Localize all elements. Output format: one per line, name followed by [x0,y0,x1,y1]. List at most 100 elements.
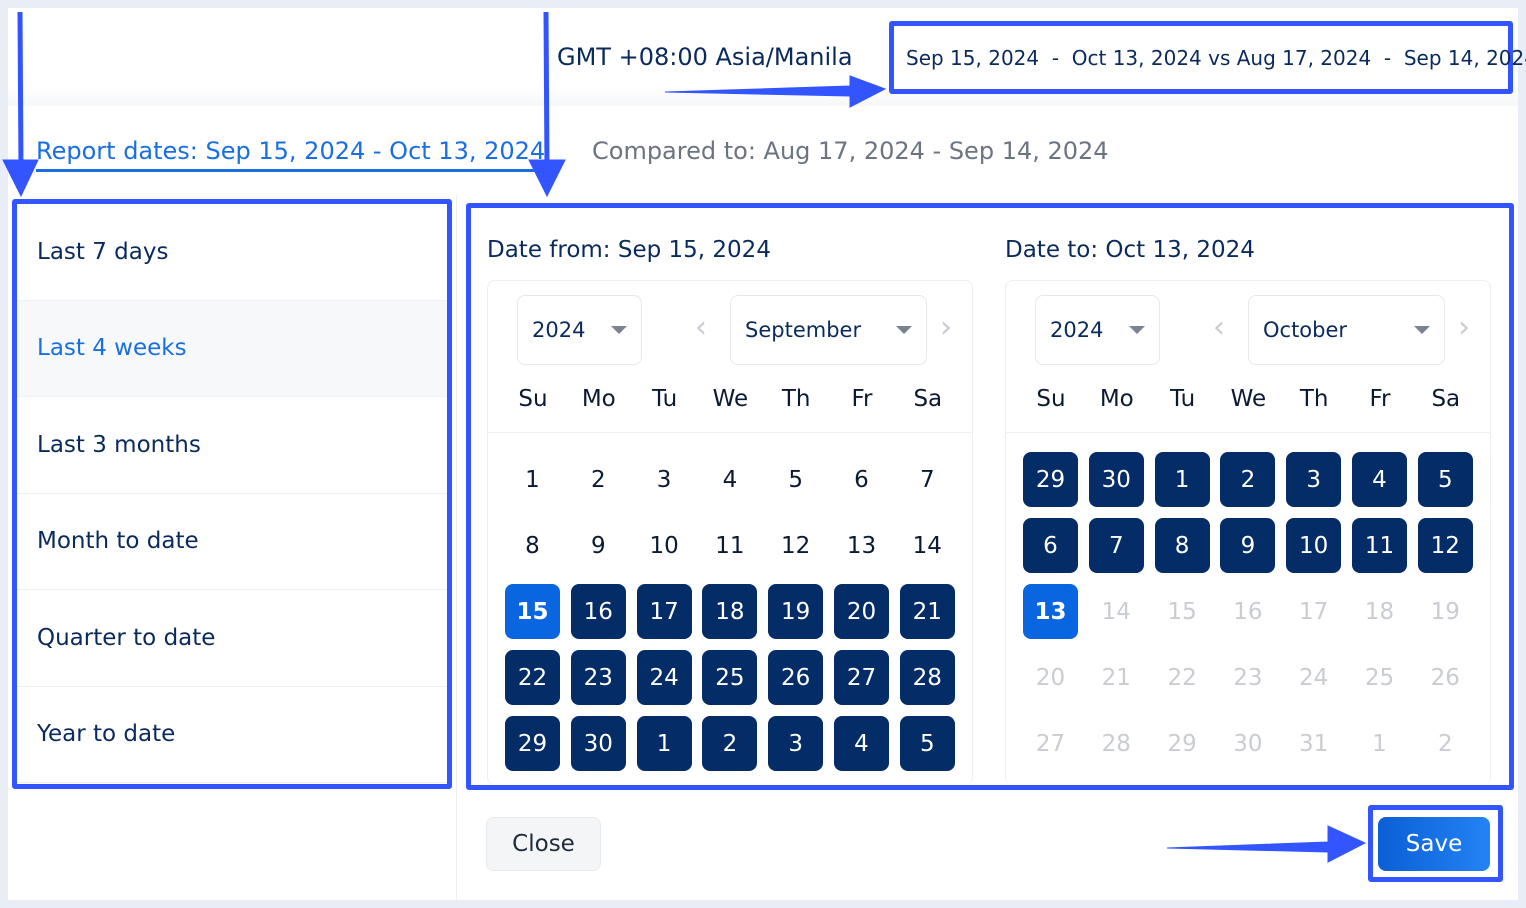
calendar-day[interactable]: 23 [570,650,626,705]
prev-month-icon[interactable]: ‹ [695,310,707,345]
calendar-day[interactable]: 15 [1167,598,1197,625]
calendar-day[interactable]: 20 [1035,664,1066,691]
calendar-day[interactable]: 5 [899,716,955,771]
calendar-day[interactable]: 30 [1233,730,1263,757]
calendar-day[interactable]: 3 [768,716,824,771]
calendar-day[interactable]: 16 [570,584,626,639]
calendar-day[interactable]: 10 [649,532,679,559]
calendar-day[interactable]: 25 [702,650,758,705]
preset-item[interactable]: Month to date [17,494,447,590]
calendar-day[interactable]: 24 [636,650,692,705]
calendar-day[interactable]: 21 [899,584,955,639]
chevron-down-icon [896,326,912,334]
save-button[interactable]: Save [1378,817,1490,871]
calendar-day[interactable]: 4 [722,466,738,493]
calendar-day[interactable]: 13 [846,532,877,559]
calendar-day[interactable]: 29 [1167,730,1197,757]
weekday-label: Th [1299,386,1329,412]
calendar-day[interactable]: 12 [1417,518,1473,573]
calendar-day[interactable]: 5 [788,466,803,493]
calendar-day[interactable]: 1 [1154,452,1210,507]
divider [487,432,973,433]
close-button[interactable]: Close [486,817,601,871]
calendar-day[interactable]: 3 [656,466,672,493]
calendar-day[interactable]: 30 [1088,452,1144,507]
calendar-day[interactable]: 1 [636,716,692,771]
calendar-day[interactable]: 24 [1299,664,1329,691]
calendar-day[interactable]: 17 [636,584,692,639]
calendar-day[interactable]: 2 [1220,452,1276,507]
tab-report-dates[interactable]: Report dates: Sep 15, 2024 - Oct 13, 202… [36,137,546,172]
calendar-day[interactable]: 14 [912,532,942,559]
calendar-day[interactable]: 15 [505,584,560,639]
year-select[interactable]: 2024 [517,295,642,365]
calendar-day[interactable]: 27 [1035,730,1066,757]
calendar-day[interactable]: 28 [1101,730,1131,757]
calendar-day[interactable]: 30 [570,716,626,771]
calendar-day[interactable]: 16 [1233,598,1263,625]
calendar-day[interactable]: 1 [525,466,540,493]
save-highlight [1368,805,1503,882]
prev-month-icon[interactable]: ‹ [1213,310,1225,345]
calendar-day[interactable]: 22 [505,650,560,705]
calendar-card [487,280,973,785]
calendar-day[interactable]: 7 [1088,518,1144,573]
calendar-day[interactable]: 7 [919,466,935,493]
tab-compared-to[interactable]: Compared to: Aug 17, 2024 - Sep 14, 2024 [592,137,1109,165]
calendar-day[interactable]: 31 [1299,730,1329,757]
calendar-day[interactable]: 8 [1154,518,1210,573]
calendar-day[interactable]: 20 [834,584,889,639]
calendar-day[interactable]: 13 [1023,584,1078,639]
calendar-day[interactable]: 19 [1430,598,1460,625]
preset-item[interactable]: Last 4 weeks [17,300,447,397]
month-select[interactable]: October [1248,295,1445,365]
calendar-day[interactable]: 18 [702,584,758,639]
weekday-label: Su [518,386,548,412]
date-range-summary[interactable]: Sep 15, 2024 - Oct 13, 2024 vs Aug 17, 2… [889,21,1526,94]
divider [1005,432,1491,433]
weekday-label: Sa [913,386,943,412]
calendar-day[interactable]: 5 [1417,452,1473,507]
calendar-day[interactable]: 17 [1299,598,1329,625]
next-month-icon[interactable]: › [1458,310,1470,345]
calendar-day[interactable]: 10 [1286,518,1342,573]
next-month-icon[interactable]: › [940,310,952,345]
preset-item[interactable]: Year to date [17,687,447,783]
calendar-day[interactable]: 27 [834,650,889,705]
month-select[interactable]: September [730,295,927,365]
calendar-day[interactable]: 19 [768,584,824,639]
preset-item[interactable]: Last 7 days [17,204,447,301]
year-select[interactable]: 2024 [1035,295,1160,365]
calendar-day[interactable]: 3 [1286,452,1342,507]
calendar-day[interactable]: 28 [899,650,955,705]
weekday-label: Tu [652,386,678,412]
calendar-day[interactable]: 26 [768,650,824,705]
calendar-day[interactable]: 23 [1233,664,1263,691]
preset-item[interactable]: Last 3 months [17,397,447,494]
calendar-day[interactable]: 2 [702,716,758,771]
preset-item[interactable]: Quarter to date [17,590,447,687]
calendar-day[interactable]: 12 [781,532,811,559]
calendar-day[interactable]: 2 [590,466,606,493]
calendar-day[interactable]: 6 [1023,518,1078,573]
calendar-day[interactable]: 14 [1101,598,1131,625]
calendar-day[interactable]: 29 [505,716,560,771]
calendar-day[interactable]: 6 [854,466,869,493]
calendar-day[interactable]: 25 [1364,664,1395,691]
calendar-day[interactable]: 11 [1352,518,1407,573]
calendar-day[interactable]: 9 [590,532,606,559]
weekday-label: Fr [1369,386,1391,412]
calendar-day[interactable]: 18 [1364,598,1395,625]
calendar-day[interactable]: 9 [1220,518,1276,573]
calendar-day[interactable]: 26 [1430,664,1460,691]
calendar-day[interactable]: 29 [1023,452,1078,507]
calendar-day[interactable]: 21 [1101,664,1131,691]
calendar-day[interactable]: 22 [1167,664,1197,691]
calendar-day[interactable]: 4 [1352,452,1407,507]
calendar-day[interactable]: 2 [1437,730,1453,757]
calendar-day[interactable]: 8 [525,532,540,559]
calendar-day[interactable]: 11 [715,532,745,559]
calendar-day[interactable]: 4 [834,716,889,771]
year-value: 2024 [1050,318,1104,342]
calendar-day[interactable]: 1 [1372,730,1387,757]
